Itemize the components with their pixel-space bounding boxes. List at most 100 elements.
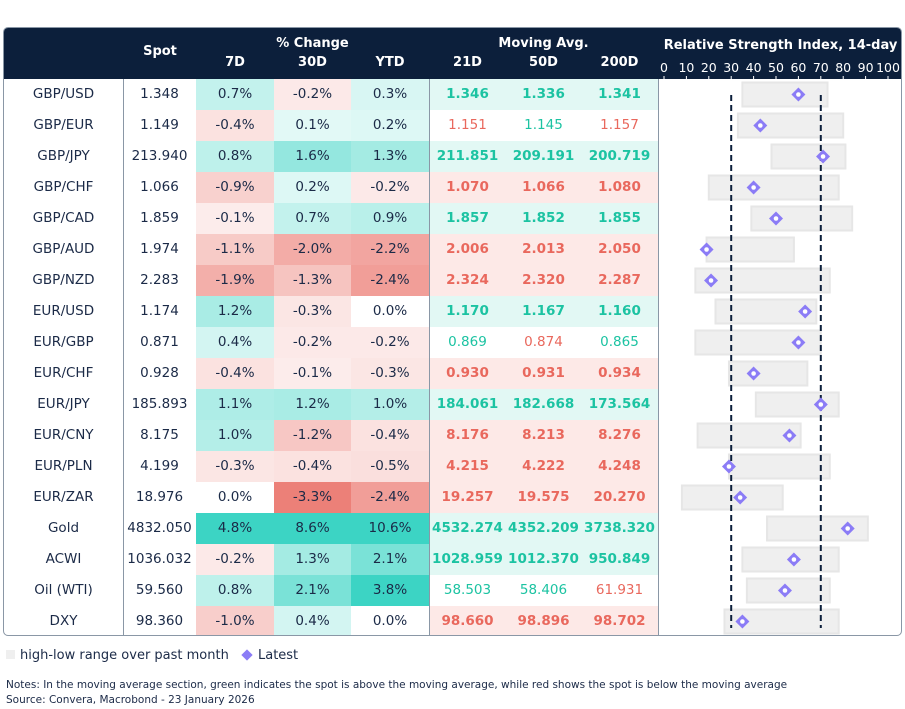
cell-name: GBP/CAD: [32, 210, 95, 226]
cell-spot: 213.940: [131, 148, 188, 164]
cell-name: GBP/USD: [32, 86, 95, 102]
cell-d7: 0.0%: [196, 482, 274, 513]
header-spot: Spot: [143, 44, 177, 59]
rsi-marker-center: [726, 464, 732, 469]
cell-ma21: 19.257: [429, 482, 506, 513]
cell-d30: -0.3%: [274, 296, 351, 327]
cell-ma200: 0.865: [581, 327, 658, 358]
rsi-chart: 0 10 20 30 40 50 60 70 80 90 100: [660, 60, 900, 635]
header-7d: 7D: [225, 55, 245, 70]
cell-ma50: 19.575: [506, 482, 581, 513]
table-header: Spot % Change 7D 30D YTD Moving Avg. 21D…: [4, 28, 901, 79]
cell-ytd: 0.2%: [351, 110, 429, 141]
cell-spot: 4832.050: [127, 520, 192, 536]
cell-ytd: 10.6%: [351, 513, 429, 544]
cell-d7: -1.0%: [196, 606, 274, 635]
cell-ma200: 1.855: [581, 203, 658, 234]
cell-spot: 59.560: [135, 582, 184, 598]
cell-ma50: 1012.370: [506, 544, 581, 575]
cell-ytd: 0.9%: [351, 203, 429, 234]
rsi-range-bar: [705, 236, 795, 263]
cell-ytd: -0.4%: [351, 420, 429, 451]
cell-name: EUR/CNY: [33, 427, 94, 443]
cell-ma50: 98.896: [506, 606, 581, 635]
cell-ma21: 1.857: [429, 203, 506, 234]
rsi-marker-center: [751, 371, 756, 376]
x-tick-label: 100: [876, 60, 900, 75]
cell-d7: 1.0%: [196, 420, 274, 451]
header-ytd: YTD: [375, 55, 405, 70]
rsi-marker-center: [751, 185, 756, 190]
cell-ytd: -2.4%: [351, 482, 429, 513]
cell-ma21: 1.151: [429, 110, 506, 141]
range-swatch-icon: [6, 650, 15, 659]
cell-d7: -1.1%: [196, 234, 274, 265]
cell-ma21: 211.851: [429, 141, 506, 172]
cell-d30: 1.2%: [274, 389, 351, 420]
divider: [123, 79, 124, 635]
cell-ma50: 2.320: [506, 265, 581, 296]
fx-table: Spot % Change 7D 30D YTD Moving Avg. 21D…: [3, 27, 902, 636]
cell-name: EUR/CHF: [33, 365, 94, 381]
cell-ytd: 3.8%: [351, 575, 429, 606]
rsi-marker-center: [818, 402, 824, 407]
cell-spot: 98.360: [135, 613, 184, 629]
cell-ma50: 182.668: [506, 389, 581, 420]
cell-d30: -0.4%: [274, 451, 351, 482]
cell-ma21: 1.346: [429, 79, 506, 110]
cell-ma50: 1.167: [506, 296, 581, 327]
cell-d7: 0.8%: [196, 141, 274, 172]
cell-ma21: 2.324: [429, 265, 506, 296]
cell-spot: 1.174: [140, 303, 179, 319]
cell-d30: 0.2%: [274, 172, 351, 203]
cell-d7: 1.1%: [196, 389, 274, 420]
rsi-range-bar: [727, 453, 831, 480]
rsi-marker-center: [796, 92, 801, 97]
cell-ma50: 209.191: [506, 141, 581, 172]
cell-ytd: 0.3%: [351, 79, 429, 110]
cell-ma21: 0.869: [429, 327, 506, 358]
cell-ytd: 2.1%: [351, 544, 429, 575]
cell-ma200: 2.050: [581, 234, 658, 265]
cell-spot: 185.893: [131, 396, 188, 412]
cell-d7: -0.9%: [196, 172, 274, 203]
x-tick-label: 30: [723, 60, 739, 75]
header-30d: 30D: [298, 55, 327, 70]
cell-spot: 18.976: [135, 489, 184, 505]
header-200d: 200D: [600, 55, 639, 70]
x-tick-label: 70: [813, 60, 829, 75]
cell-d30: 8.6%: [274, 513, 351, 544]
cell-d30: 0.7%: [274, 203, 351, 234]
cell-d7: -0.3%: [196, 451, 274, 482]
cell-d7: 1.2%: [196, 296, 274, 327]
rsi-marker-center: [704, 247, 709, 252]
cell-ma21: 58.503: [429, 575, 506, 606]
x-tick-label: 10: [678, 60, 694, 75]
cell-d7: 0.8%: [196, 575, 274, 606]
rsi-range-bar: [741, 81, 829, 108]
cell-ma50: 58.406: [506, 575, 581, 606]
legend-range: high-low range over past month: [20, 648, 229, 663]
x-tick-label: 20: [701, 60, 717, 75]
cell-name: EUR/PLN: [34, 458, 93, 474]
cell-d7: -0.4%: [196, 110, 274, 141]
cell-ytd: 1.0%: [351, 389, 429, 420]
cell-ma50: 1.852: [506, 203, 581, 234]
cell-ytd: -0.2%: [351, 172, 429, 203]
cell-d7: -1.9%: [196, 265, 274, 296]
cell-ytd: 1.3%: [351, 141, 429, 172]
cell-d7: -0.4%: [196, 358, 274, 389]
cell-ma200: 4.248: [581, 451, 658, 482]
rsi-marker-center: [737, 495, 743, 500]
cell-d30: -1.3%: [274, 265, 351, 296]
cell-ytd: -2.4%: [351, 265, 429, 296]
x-tick-label: 0: [660, 60, 668, 75]
cell-ma200: 3738.320: [581, 513, 658, 544]
rsi-range-bar: [707, 174, 840, 201]
cell-name: ACWI: [45, 551, 82, 567]
cell-spot: 4.199: [140, 458, 179, 474]
rsi-marker-center: [820, 154, 826, 159]
cell-ma21: 1028.959: [429, 544, 506, 575]
rsi-range-bar: [770, 143, 847, 170]
cell-spot: 0.871: [140, 334, 179, 350]
